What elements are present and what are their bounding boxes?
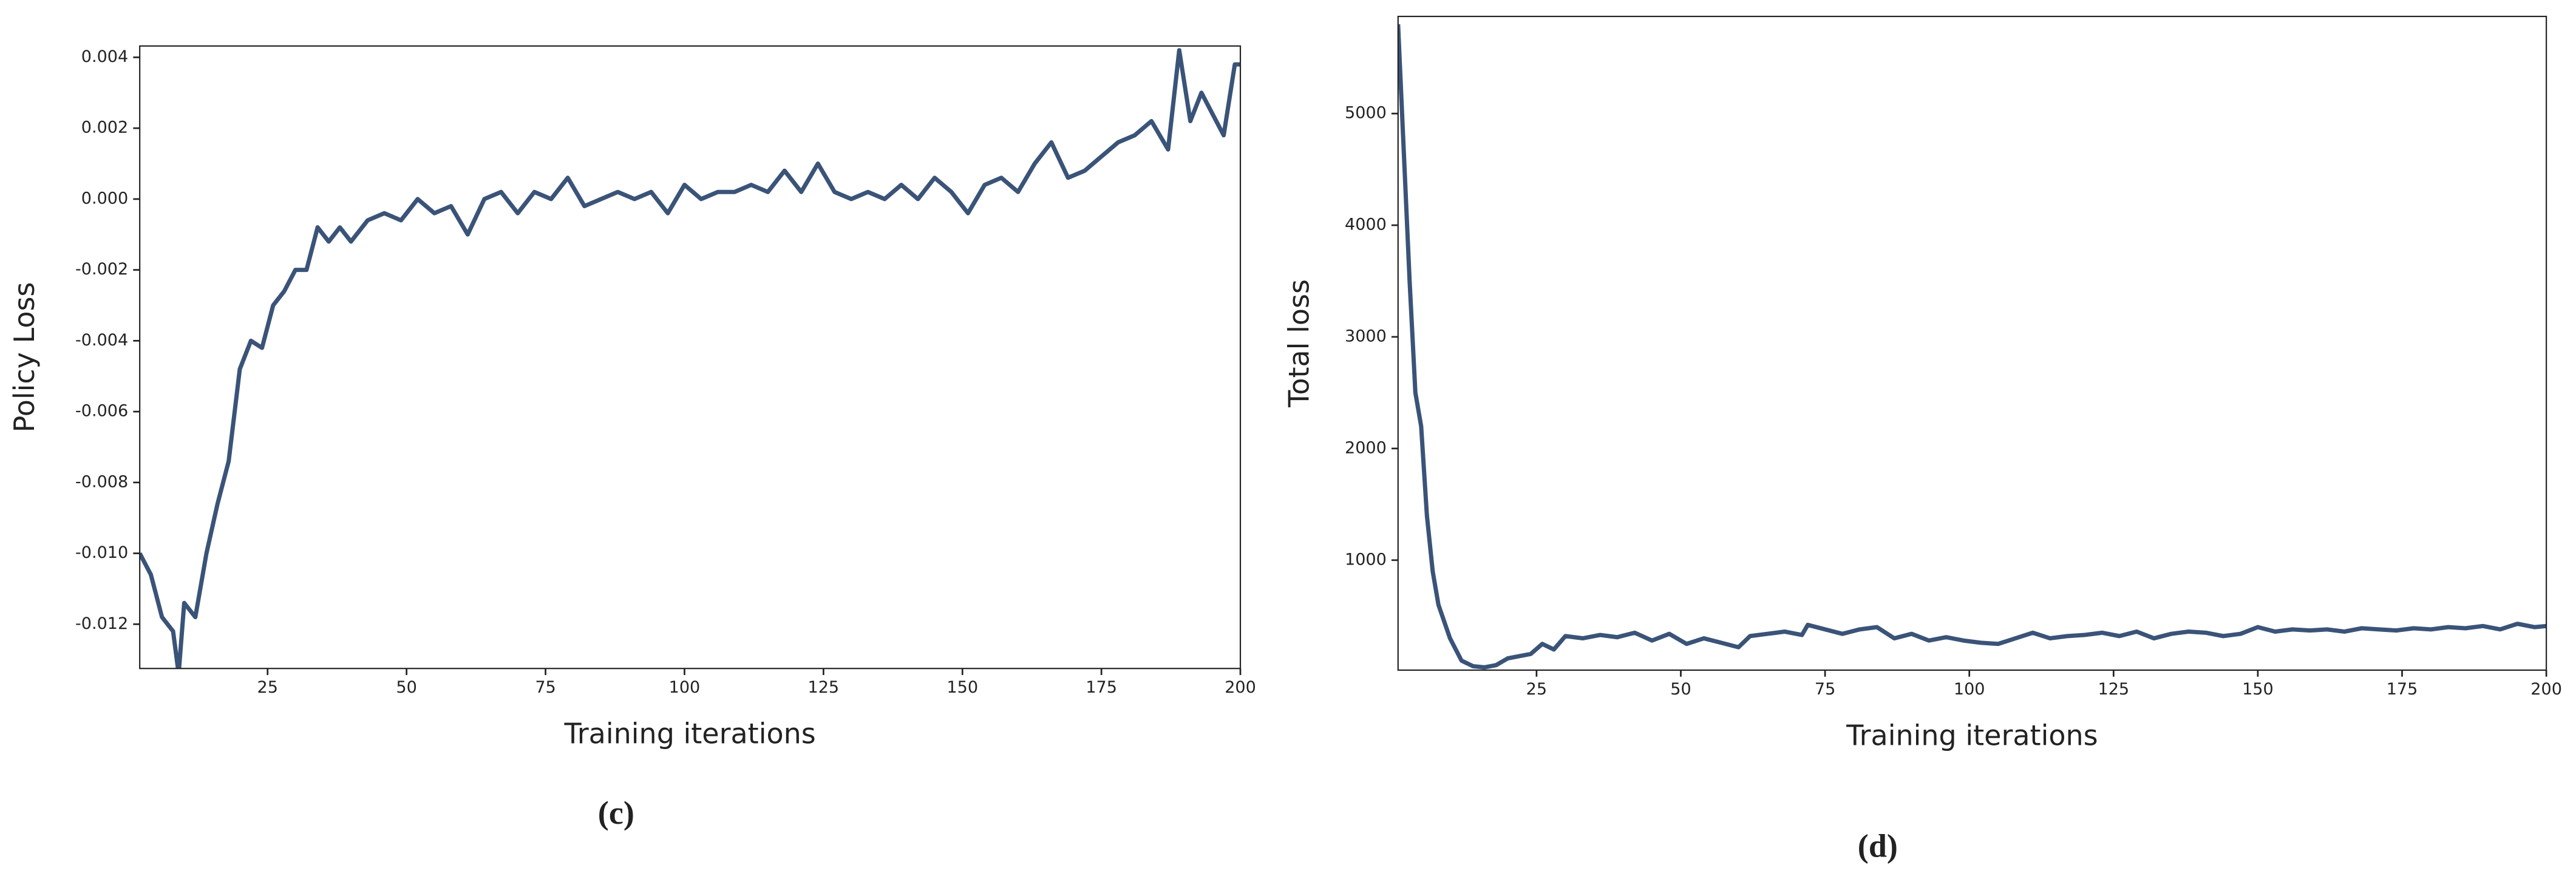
y-tick-label: 0.002 (81, 118, 128, 137)
y-axis-label: Policy Loss (8, 282, 41, 433)
x-tick-label: 100 (669, 678, 701, 697)
y-tick-label: -0.010 (75, 543, 128, 562)
x-tick-label: 125 (2098, 680, 2129, 699)
plot-frame (1397, 15, 2547, 671)
x-tick-label: 50 (396, 678, 416, 697)
x-tick-label: 175 (1086, 678, 1117, 697)
y-tick-label: -0.006 (75, 402, 128, 421)
y-tick-label: 3000 (1345, 327, 1387, 345)
x-tick-label: 125 (808, 678, 840, 697)
y-tick-label: -0.002 (75, 260, 128, 279)
data-line (1398, 24, 2547, 670)
x-tick-label: 100 (1954, 680, 1985, 699)
y-tick-label: 0.000 (81, 189, 128, 208)
y-tick-label: 0.004 (81, 47, 128, 66)
x-tick-label: 200 (1225, 678, 1256, 697)
panel-label: (c) (598, 795, 634, 831)
x-tick-label: 200 (2530, 680, 2562, 699)
x-tick-label: 75 (1815, 680, 1835, 699)
x-axis-label: Training iterations (563, 717, 815, 750)
x-tick-label: 175 (2387, 680, 2418, 699)
y-tick-label: 2000 (1345, 438, 1387, 457)
plot-frame (139, 45, 1242, 670)
x-tick-label: 25 (1526, 680, 1547, 699)
y-tick-label: -0.012 (75, 614, 128, 633)
y-tick-label: 5000 (1345, 104, 1387, 123)
y-tick-label: -0.004 (75, 331, 128, 350)
data-line (140, 48, 1241, 669)
y-tick-label: 4000 (1345, 215, 1387, 234)
x-tick-label: 150 (946, 678, 978, 697)
x-tick-label: 150 (2242, 680, 2274, 699)
y-tick-label: -0.008 (75, 472, 128, 491)
x-tick-label: 25 (257, 678, 278, 697)
x-tick-label: 50 (1670, 680, 1691, 699)
x-tick-label: 75 (535, 678, 556, 697)
panel-label: (d) (1858, 827, 1898, 864)
x-axis-label: Training iterations (1846, 719, 2098, 751)
y-axis-label: Total loss (1283, 279, 1316, 408)
y-tick-label: 1000 (1345, 550, 1387, 569)
